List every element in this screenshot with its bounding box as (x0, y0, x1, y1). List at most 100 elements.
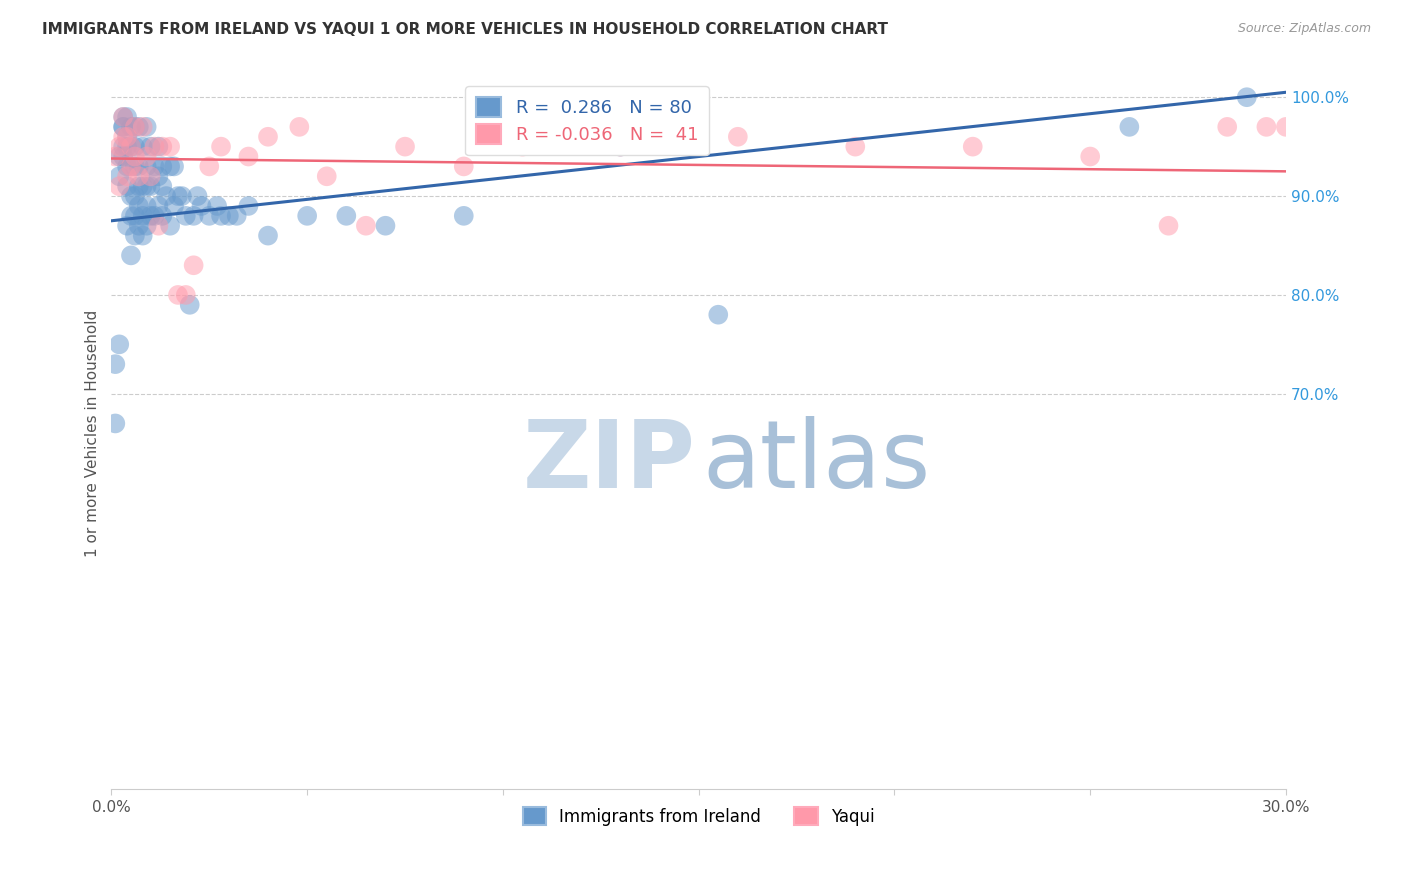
Point (707, 308, 730, 322)
Point (139, 139, 162, 153)
Point (190, 199, 212, 213)
Point (159, 160, 181, 174)
Point (124, 228, 146, 243)
Point (112, 110, 135, 124)
Point (148, 169, 170, 184)
Point (238, 149, 260, 163)
Point (115, 110, 138, 124)
Point (962, 139, 984, 153)
Point (170, 189, 193, 203)
Point (132, 120, 155, 134)
Point (150, 209, 173, 223)
Point (150, 160, 173, 174)
Point (135, 179, 157, 194)
Point (120, 160, 142, 174)
Point (150, 179, 173, 194)
Point (139, 209, 162, 223)
Point (115, 179, 138, 194)
Point (124, 209, 146, 223)
Point (135, 149, 157, 163)
Point (112, 139, 135, 153)
Point (128, 120, 150, 134)
Point (120, 248, 142, 262)
Point (453, 160, 475, 174)
Point (727, 129, 749, 144)
Point (148, 199, 170, 213)
Point (128, 169, 150, 184)
Point (150, 139, 173, 153)
Point (354, 219, 377, 233)
Point (135, 120, 157, 134)
Point (167, 189, 190, 203)
Point (163, 160, 186, 174)
Point (139, 179, 162, 194)
Point (132, 209, 155, 223)
Point (218, 209, 240, 223)
Y-axis label: 1 or more Vehicles in Household: 1 or more Vehicles in Household (86, 310, 100, 557)
Point (108, 149, 131, 163)
Point (115, 129, 138, 144)
Point (159, 219, 181, 233)
Point (394, 139, 416, 153)
Point (128, 179, 150, 194)
Point (112, 120, 135, 134)
Point (112, 149, 135, 163)
Point (374, 219, 396, 233)
Point (198, 160, 221, 174)
Text: Source: ZipAtlas.com: Source: ZipAtlas.com (1237, 22, 1371, 36)
Text: atlas: atlas (702, 416, 931, 508)
Point (135, 199, 157, 213)
Legend: Immigrants from Ireland, Yaqui: Immigrants from Ireland, Yaqui (515, 799, 883, 834)
Point (512, 139, 534, 153)
Point (115, 169, 138, 184)
Point (124, 120, 146, 134)
Point (108, 179, 131, 194)
Point (132, 179, 155, 194)
Point (112, 110, 135, 124)
Point (295, 209, 318, 223)
Point (124, 189, 146, 203)
Point (609, 139, 631, 153)
Text: ZIP: ZIP (522, 416, 695, 508)
Point (120, 189, 142, 203)
Point (104, 357, 127, 371)
Point (132, 139, 155, 153)
Point (1118, 120, 1140, 134)
Point (124, 149, 146, 163)
Point (120, 139, 142, 153)
Point (120, 139, 142, 153)
Point (159, 139, 181, 153)
Point (128, 199, 150, 213)
Point (1078, 149, 1101, 163)
Point (108, 169, 131, 184)
Point (257, 228, 280, 243)
Point (104, 149, 127, 163)
Point (179, 298, 201, 312)
Point (135, 160, 157, 174)
Point (1256, 120, 1278, 134)
Point (1275, 120, 1298, 134)
Point (120, 160, 142, 174)
Point (124, 120, 146, 134)
Point (115, 129, 138, 144)
Point (139, 169, 162, 184)
Point (108, 337, 131, 351)
Point (115, 219, 138, 233)
Point (198, 209, 221, 223)
Point (108, 139, 131, 153)
Point (844, 139, 866, 153)
Point (167, 288, 190, 302)
Point (115, 160, 138, 174)
Point (1157, 219, 1180, 233)
Point (128, 160, 150, 174)
Point (183, 258, 205, 272)
Point (288, 120, 311, 134)
Point (335, 209, 357, 223)
Point (257, 129, 280, 144)
Point (453, 209, 475, 223)
Point (132, 228, 155, 243)
Point (143, 160, 166, 174)
Point (174, 209, 197, 223)
Point (135, 219, 157, 233)
Point (115, 139, 138, 153)
